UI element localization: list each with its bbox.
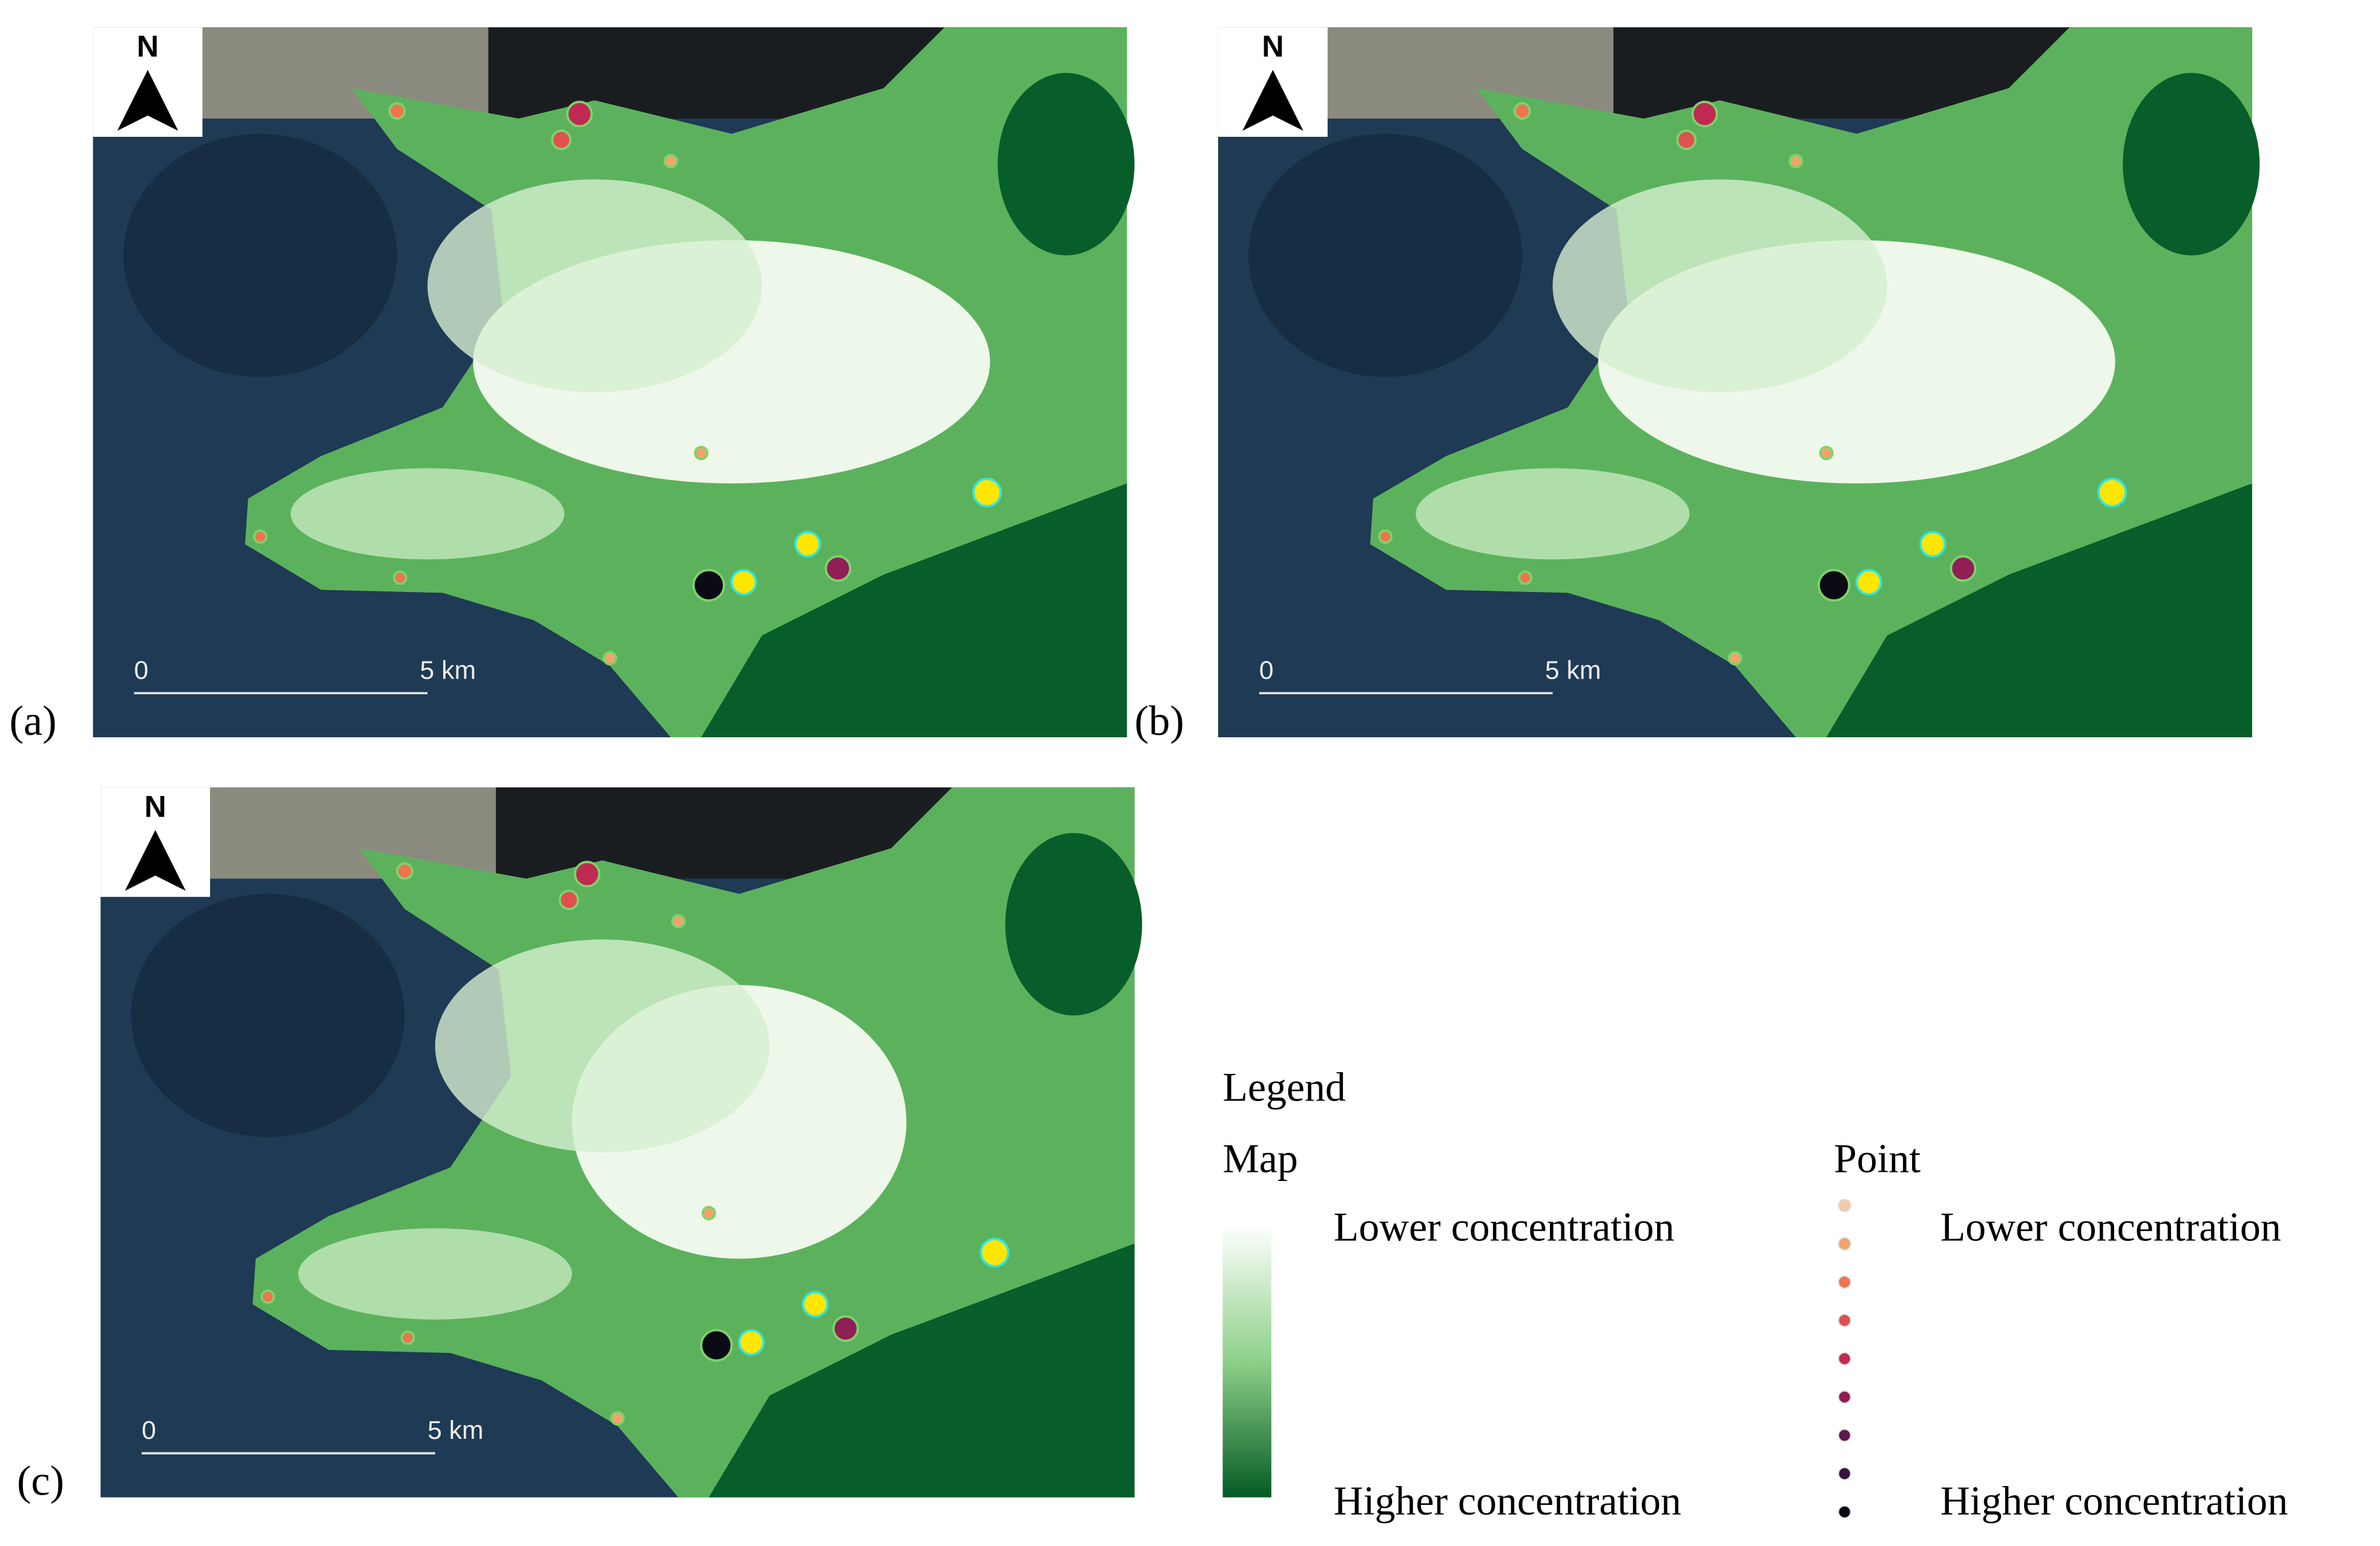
coast-urban [1324, 27, 1614, 119]
sample-point [388, 102, 406, 120]
sample-point [980, 1237, 1010, 1268]
low-zone [435, 939, 770, 1153]
legend-map-low: Lower concentration [1334, 1205, 1675, 1250]
panel-label: (c) [17, 1458, 64, 1505]
legend-point-low: Lower concentration [1940, 1205, 2281, 1250]
bay [1248, 133, 1523, 377]
high-zone [1005, 833, 1142, 1016]
legend-point-dot [1838, 1314, 1851, 1327]
sample-point [400, 1331, 415, 1345]
sample-point [671, 913, 686, 929]
sample-point [794, 531, 821, 558]
sample-point [700, 1329, 733, 1362]
north-label: N [144, 789, 166, 823]
legend-point-dot [1838, 1275, 1851, 1289]
sample-point [1855, 568, 1882, 596]
sample-point [1818, 568, 1851, 602]
sample-point [701, 1206, 716, 1220]
sample-point [2097, 478, 2128, 508]
sample-point [1727, 651, 1742, 666]
sample-point [972, 478, 1002, 508]
sample-point [1378, 529, 1393, 544]
map-panel: N 0 5 km [101, 787, 1142, 1498]
map-panel: N 0 5 km [93, 27, 1135, 737]
legend-point-dot [1838, 1237, 1851, 1251]
scale-start: 0 [134, 656, 148, 685]
low-zone [1552, 179, 1887, 392]
map-panels: N 0 5 km (a) N 0 5 km (b) N 0 5 km (c) [9, 27, 2260, 1505]
sample-point [573, 861, 601, 887]
coast-urban [199, 27, 489, 119]
sample-point [1819, 446, 1834, 461]
legend-map-heading: Map [1222, 1136, 1297, 1182]
bay [123, 133, 397, 377]
legend-point-dot [1838, 1199, 1851, 1212]
sample-point [825, 555, 852, 582]
sample-point [610, 1411, 625, 1426]
sample-point [566, 100, 593, 128]
sample-point [551, 130, 572, 150]
legend-point-heading: Point [1834, 1136, 1920, 1182]
legend-map-high: Higher concentration [1334, 1478, 1681, 1524]
low-zone [1416, 468, 1690, 560]
sample-point [252, 529, 268, 544]
north-label: N [137, 30, 159, 64]
sample-point [558, 889, 579, 910]
sample-point [832, 1315, 859, 1342]
scale-end: 5 km [420, 656, 476, 685]
legend-point-dot [1838, 1429, 1851, 1442]
sample-point [602, 651, 618, 666]
sample-point [663, 154, 678, 169]
sample-point [692, 568, 725, 602]
scale-end: 5 km [1545, 656, 1601, 685]
high-zone [701, 483, 1127, 737]
scale-start: 0 [142, 1416, 156, 1445]
high-zone [708, 1243, 1135, 1498]
sample-point [1919, 531, 1947, 558]
legend-gradient [1222, 1223, 1271, 1498]
legend-point-dot [1838, 1505, 1851, 1519]
sample-point [730, 568, 757, 596]
legend: Legend Map Lower concentration Higher co… [1222, 1065, 2288, 1524]
sample-point [738, 1329, 765, 1356]
panel-label: (b) [1135, 697, 1184, 745]
high-zone [997, 73, 1135, 255]
sample-point [395, 862, 414, 880]
north-label: N [1262, 30, 1284, 64]
sample-point [1950, 555, 1977, 582]
north-arrow [125, 830, 186, 891]
sample-point [1676, 130, 1697, 150]
legend-title: Legend [1222, 1065, 1345, 1110]
sample-point [694, 446, 709, 461]
legend-point-dot [1838, 1467, 1851, 1481]
sample-point [260, 1289, 275, 1304]
sample-point [802, 1291, 829, 1318]
sample-point [1513, 102, 1531, 120]
legend-point-dot [1838, 1352, 1851, 1366]
low-zone [427, 179, 762, 392]
legend-point-dot [1838, 1390, 1851, 1404]
north-arrow [1242, 70, 1304, 131]
high-zone [1826, 483, 2252, 737]
low-zone [298, 1228, 572, 1320]
map-panel: N 0 5 km [1218, 27, 2260, 737]
bay [131, 893, 405, 1137]
scale-end: 5 km [427, 1416, 484, 1445]
low-zone [291, 468, 565, 560]
legend-point-high: Higher concentration [1940, 1478, 2288, 1524]
coast-urban [206, 787, 496, 879]
sample-point [392, 570, 407, 585]
sample-point [1691, 100, 1718, 128]
sample-point [1788, 154, 1804, 169]
panel-label: (a) [9, 697, 56, 745]
high-zone [2123, 73, 2260, 255]
sample-point [1518, 570, 1533, 585]
north-arrow [117, 70, 179, 131]
scale-start: 0 [1259, 656, 1274, 685]
